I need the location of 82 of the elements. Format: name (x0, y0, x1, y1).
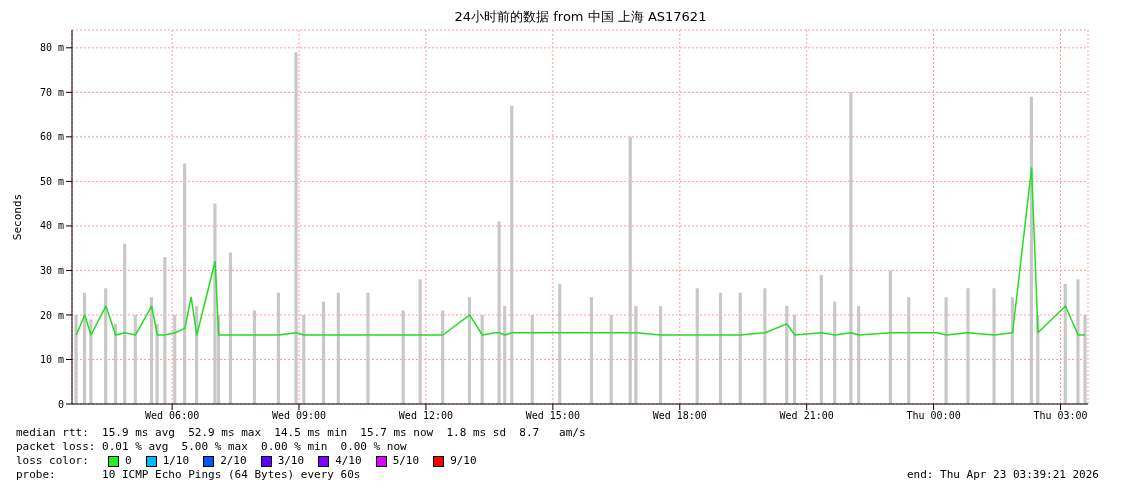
text: 0 (125, 454, 132, 468)
bar (658, 306, 663, 404)
bar (441, 310, 445, 404)
text: median rtt: 15.9 ms avg 52.9 ms max 14.5 ms min 15.7 ms now 1.8 ms sd 8.7 am/s (16, 426, 587, 440)
x-tick-label: Thu 03:00 (1033, 410, 1088, 422)
x-tick-label: Thu 00:00 (906, 410, 961, 422)
bar (857, 306, 861, 404)
bar (966, 288, 970, 404)
bar (82, 292, 87, 404)
bar (401, 310, 405, 404)
x-tick-label: Wed 06:00 (145, 410, 200, 422)
y-axis-title: Seconds (10, 193, 24, 241)
bar (589, 297, 594, 404)
y-tick-label: 20 m (39, 309, 64, 321)
bar (1083, 314, 1087, 404)
bar (907, 297, 911, 404)
bar (503, 306, 507, 404)
text: 2/10 (220, 454, 247, 468)
text: end: Thu Apr 23 03:39:21 2026 (906, 468, 1099, 482)
bar (183, 163, 187, 404)
y-tick-label: 0 (57, 398, 64, 410)
bar (74, 314, 78, 404)
y-tick-label: 10 m (39, 354, 64, 366)
bar (530, 314, 534, 404)
bar (785, 306, 789, 404)
text: 1/10 (162, 454, 190, 468)
bar (133, 314, 137, 404)
bar (302, 314, 306, 404)
x-tick-label: Wed 15:00 (525, 410, 580, 422)
bar (294, 52, 298, 404)
bar (213, 203, 217, 404)
bar (849, 92, 853, 404)
text: packet loss: 0.01 % avg 5.00 % max 0.00 % min 0.00 % now (16, 440, 408, 454)
text: 9/10 (450, 454, 477, 468)
text: 4/10 (335, 454, 362, 468)
bar (695, 288, 699, 404)
bar (510, 105, 514, 404)
bar (276, 292, 280, 404)
bar (173, 314, 177, 404)
bar (467, 297, 472, 404)
bar (1063, 283, 1067, 404)
bar (163, 257, 167, 404)
x-tick-label: Wed 18:00 (652, 410, 707, 422)
x-tick-label: Wed 21:00 (779, 410, 834, 422)
bar (763, 288, 767, 404)
bar (366, 292, 370, 404)
x-tick-label: Wed 12:00 (398, 410, 454, 422)
bar (992, 288, 996, 404)
bar (819, 274, 823, 404)
y-tick-label: 40 m (39, 220, 64, 232)
bar (228, 252, 233, 404)
bar (418, 279, 422, 404)
y-tick-label: 50 m (39, 175, 64, 187)
bar (123, 243, 127, 404)
text: 3/10 (277, 454, 305, 468)
bar (558, 283, 562, 404)
text: loss color: (16, 454, 90, 468)
y-tick-label: 70 m (39, 86, 64, 98)
bar (1076, 279, 1080, 404)
bar (738, 292, 742, 404)
text: probe: 10 ICMP Echo Pings (64 Bytes) every 60s (16, 468, 361, 482)
chart-title: 24小时前的数据 from 中国 上海 AS17621 (453, 8, 708, 26)
bar (944, 297, 948, 404)
bar (888, 270, 892, 404)
bar (480, 314, 484, 404)
bar (792, 314, 797, 404)
y-tick-label: 30 m (39, 264, 64, 276)
line-series (75, 167, 1086, 336)
x-tick-label: Wed 09:00 (271, 410, 327, 422)
y-tick-label: 60 m (39, 131, 64, 143)
bar (833, 301, 837, 404)
bar (104, 288, 108, 404)
y-tick-label: 80 m (39, 42, 64, 54)
bar (628, 136, 632, 404)
bar (634, 306, 638, 404)
text: 5/10 (392, 454, 420, 468)
bar (718, 292, 723, 404)
bar (321, 301, 326, 404)
bar (336, 292, 340, 404)
bar (252, 310, 257, 404)
bar (497, 221, 501, 404)
bar (609, 314, 613, 404)
